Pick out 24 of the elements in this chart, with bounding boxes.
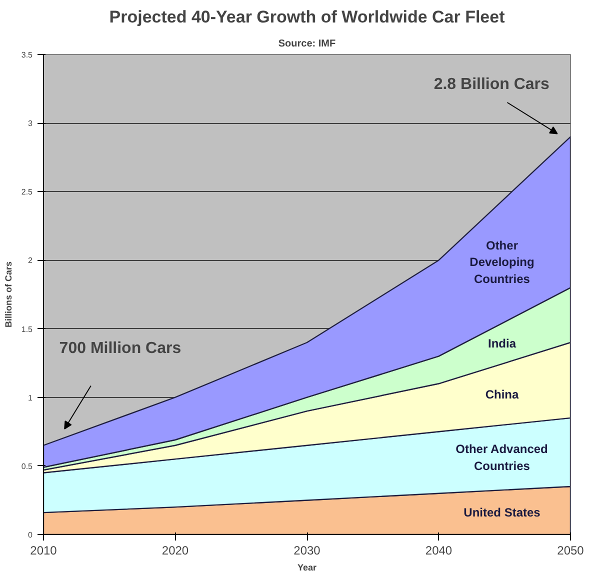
x-tick-label: 2040: [425, 544, 452, 558]
y-axis-title: Billions of Cars: [3, 261, 14, 328]
x-tick-label: 2020: [162, 544, 189, 558]
y-tick-label: 3: [28, 119, 34, 128]
y-tick-label: 2.5: [21, 188, 34, 197]
annotation: 2.8 Billion Cars: [434, 76, 550, 93]
series-label: China: [485, 387, 519, 402]
y-tick-label: 2: [28, 256, 34, 266]
series-label: Other Advanced Countries: [456, 442, 548, 473]
series-label: United States: [464, 505, 541, 520]
x-tick-label: 2010: [30, 544, 58, 558]
y-tick-label: 3.5: [21, 50, 34, 60]
y-tick-label: 1.5: [21, 324, 34, 334]
x-axis-title: Year: [297, 562, 318, 572]
chart-title: Projected 40-Year Growth of Worldwide Car Fleet: [109, 8, 506, 26]
x-tick-label: 2050: [557, 544, 584, 558]
x-tick-label: 2030: [294, 544, 321, 558]
y-tick-label: 0.5: [21, 462, 34, 471]
y-tick-label: 1: [28, 393, 34, 402]
y-tick-label: 0: [28, 530, 34, 540]
series-label: India: [488, 336, 516, 351]
chart-subtitle: Source: IMF: [278, 38, 336, 50]
series-label: Other Developing Countries: [470, 238, 534, 286]
annotation: 700 Million Cars: [59, 340, 182, 357]
